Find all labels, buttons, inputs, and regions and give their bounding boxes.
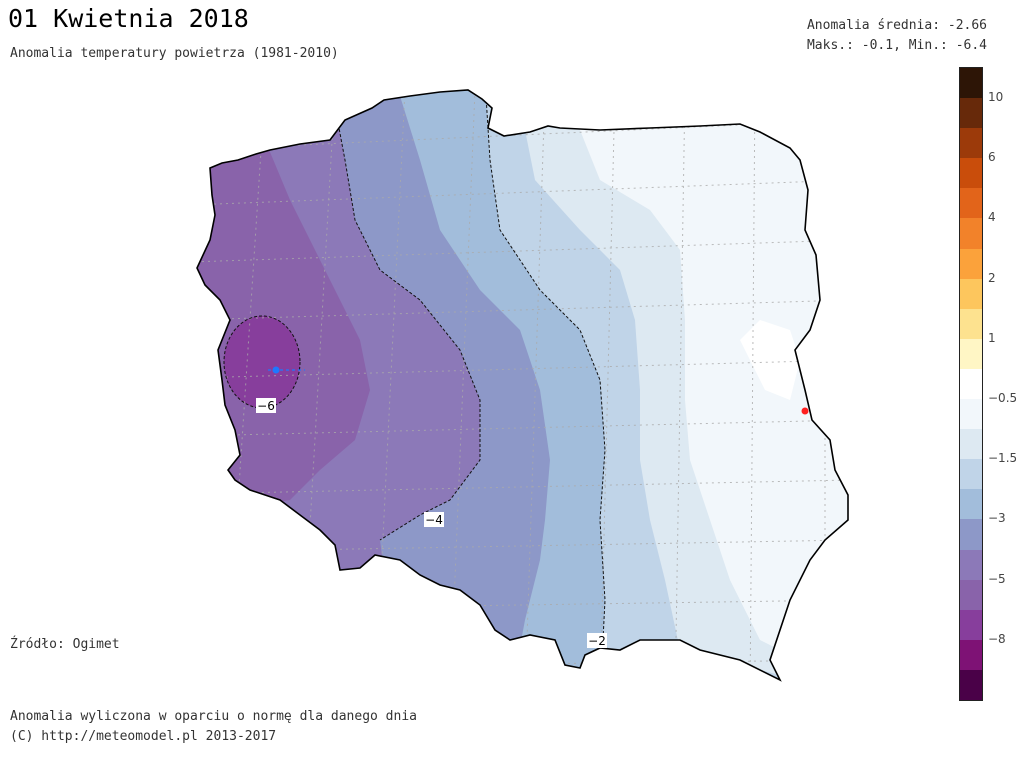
svg-text:−4: −4 [425, 513, 443, 527]
colorbar-segment [960, 669, 982, 701]
colorbar-segment [960, 489, 982, 520]
colorbar-segment [960, 609, 982, 641]
colorbar-label: −8 [988, 631, 1006, 646]
colorbar-segment [960, 248, 982, 280]
contour-label-minus4: −4 [424, 512, 444, 527]
svg-text:−6: −6 [257, 399, 275, 413]
colorbar-legend [959, 67, 983, 701]
contour-minus2 [484, 90, 606, 680]
max-marker [801, 407, 809, 415]
map-subtitle: Anomalia temperatury powietrza (1981-201… [10, 46, 339, 61]
band-minus8 [224, 316, 300, 408]
colorbar-label: 2 [988, 270, 996, 285]
footer-line-1: Anomalia wyliczona w oparciu o normę dla… [10, 709, 417, 724]
mean-anomaly: Anomalia średnia: -2.66 [806, 18, 987, 33]
colorbar-label: 10 [988, 90, 1004, 105]
svg-text:−2: −2 [588, 634, 606, 648]
contour-label-minus6: −6 [256, 398, 276, 413]
colorbar-label: 4 [988, 210, 996, 225]
colorbar-segment [960, 399, 982, 430]
colorbar-label: −0.5 [988, 391, 1018, 406]
colorbar-label: −5 [988, 571, 1006, 586]
colorbar-segment [960, 338, 982, 370]
colorbar-segment [960, 519, 982, 551]
colorbar-segment [960, 459, 982, 490]
data-source: Źródło: Ogimet [10, 637, 120, 652]
colorbar-segment [960, 308, 982, 340]
colorbar-segment [960, 68, 982, 99]
contour-label-minus2: −2 [587, 633, 607, 648]
colorbar-segment [960, 278, 982, 310]
colorbar-segment [960, 639, 982, 671]
colorbar-label: 6 [988, 150, 996, 165]
anomaly-bands [197, 90, 848, 680]
colorbar-label: −3 [988, 511, 1006, 526]
footer-line-2: (C) http://meteomodel.pl 2013-2017 [10, 729, 277, 744]
band-warm-spot [740, 320, 800, 400]
colorbar-segment [960, 128, 982, 159]
colorbar-segment [960, 188, 982, 219]
colorbar-segment [960, 368, 982, 400]
contour-minus4 [329, 90, 481, 541]
colorbar-segment [960, 218, 982, 250]
colorbar-segment [960, 549, 982, 581]
map-title: 01 Kwietnia 2018 [8, 4, 249, 33]
colorbar-segment [960, 98, 982, 129]
colorbar-segment [960, 158, 982, 189]
min-marker [268, 366, 305, 374]
band-minus0-5 [560, 90, 848, 680]
footer-notes: Anomalia wyliczona w oparciu o normę dla… [10, 707, 417, 747]
colorbar-segment [960, 579, 982, 611]
colorbar-label: 1 [988, 330, 996, 345]
max-min-anomaly: Maks.: -0.1, Min.: -6.4 [806, 38, 987, 53]
stats-panel: Anomalia średnia: -2.66 Maks.: -0.1, Min… [807, 16, 987, 56]
colorbar-label: −1.5 [988, 451, 1018, 466]
colorbar-segment [960, 429, 982, 460]
